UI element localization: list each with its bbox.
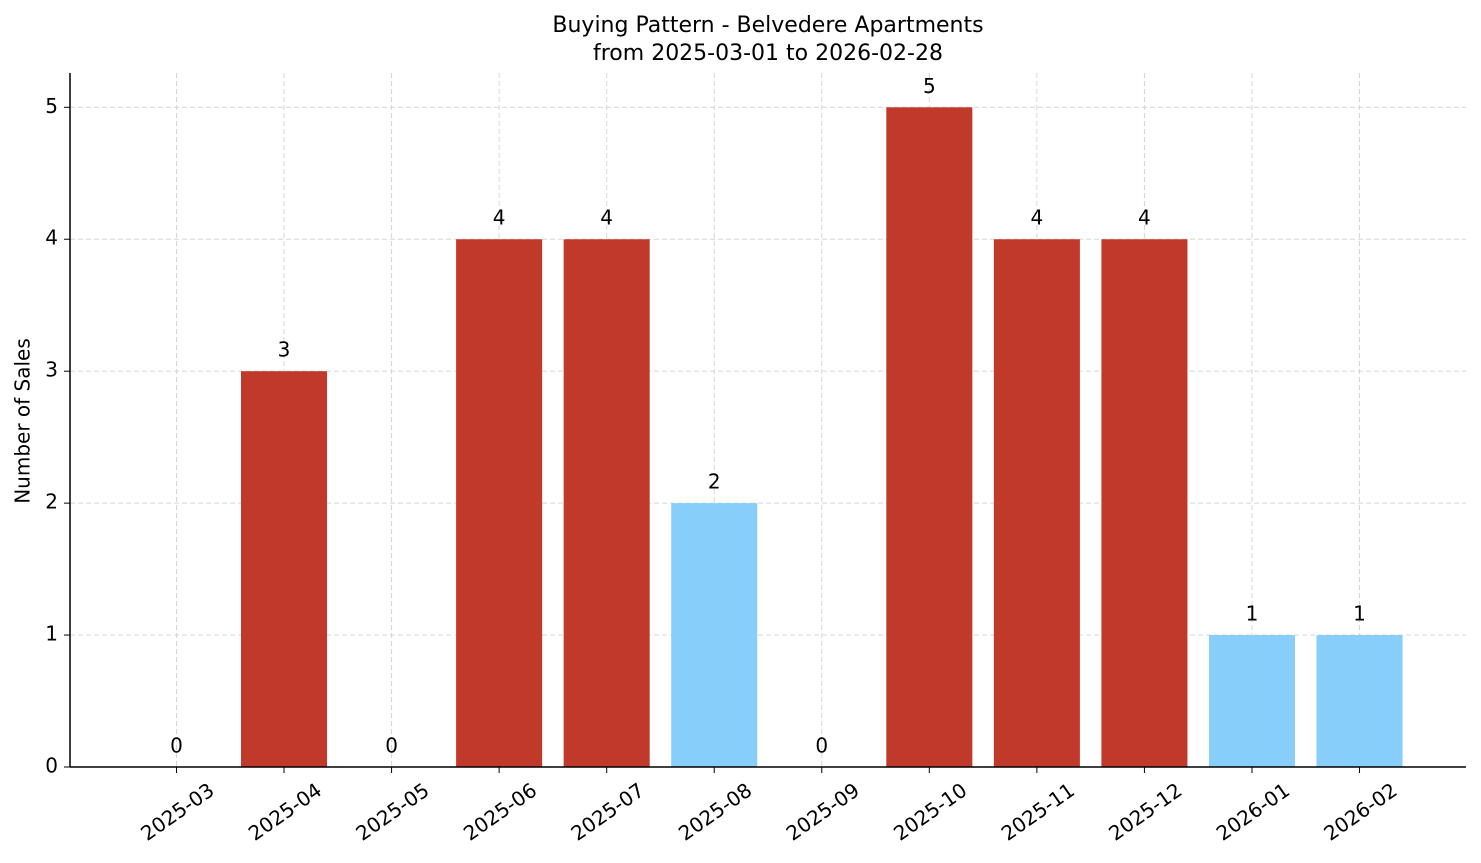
bar (1101, 239, 1188, 767)
x-tick-label: 2025-07 (566, 778, 648, 846)
value-label: 4 (493, 206, 506, 230)
bar (1208, 635, 1295, 767)
y-tick-label: 5 (45, 94, 58, 118)
value-label: 0 (385, 734, 398, 758)
bar (241, 371, 328, 767)
value-label: 4 (600, 206, 613, 230)
x-tick-label: 2025-08 (674, 778, 756, 846)
x-tick-label: 2025-09 (782, 778, 864, 846)
y-tick-label: 1 (45, 622, 58, 646)
x-tick-label: 2025-11 (997, 778, 1079, 846)
value-label: 1 (1246, 602, 1259, 626)
x-tick-label: 2025-12 (1104, 778, 1186, 846)
y-tick-label: 2 (45, 490, 58, 514)
bar (456, 239, 543, 767)
x-tick-label: 2025-06 (459, 778, 541, 846)
bar (1316, 635, 1403, 767)
chart-subtitle: from 2025-03-01 to 2026-02-28 (593, 41, 943, 66)
chart-title: Buying Pattern - Belvedere Apartments (552, 13, 983, 38)
y-tick-label: 4 (45, 226, 58, 250)
bar (886, 107, 973, 767)
x-tick-label: 2025-03 (136, 778, 218, 846)
y-axis-label: Number of Sales (11, 338, 35, 504)
bar (671, 503, 758, 767)
y-tick-label: 0 (45, 754, 58, 778)
value-label: 1 (1353, 602, 1366, 626)
bar (563, 239, 650, 767)
x-tick-label: 2025-04 (244, 778, 326, 846)
x-tick-label: 2025-05 (351, 778, 433, 846)
value-label: 4 (1031, 206, 1044, 230)
x-tick-label: 2026-01 (1212, 778, 1294, 846)
y-tick-label: 3 (45, 358, 58, 382)
bar (993, 239, 1080, 767)
value-label: 0 (170, 734, 183, 758)
value-label: 4 (1138, 206, 1151, 230)
x-tick-label: 2026-02 (1319, 778, 1401, 846)
value-label: 3 (278, 338, 291, 362)
value-label: 5 (923, 74, 936, 98)
x-tick-label: 2025-10 (889, 778, 971, 846)
value-label: 0 (815, 734, 828, 758)
value-label: 2 (708, 470, 721, 494)
